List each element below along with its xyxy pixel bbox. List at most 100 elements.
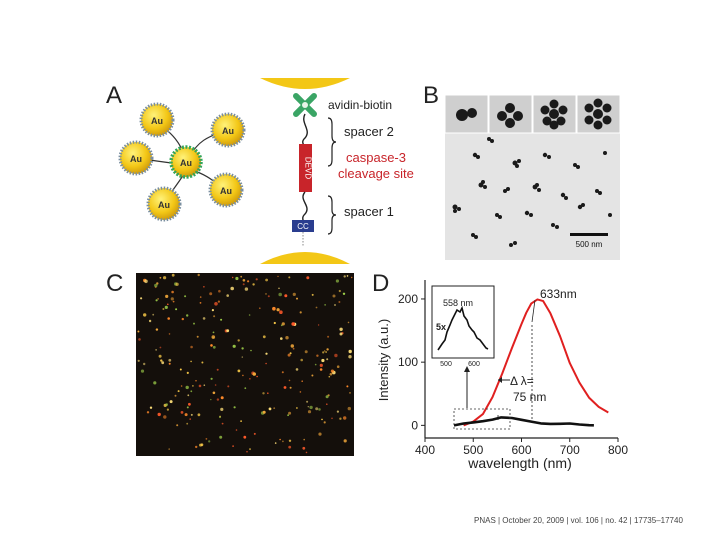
black-spectrum-line [453, 416, 594, 427]
scattering-spot [189, 418, 191, 420]
scattering-spot [193, 322, 195, 325]
scattering-spot [319, 363, 323, 367]
scattering-spot [262, 410, 266, 414]
scattering-spot [336, 365, 340, 368]
scattering-spot [237, 369, 241, 373]
scattering-spot [346, 275, 349, 277]
gold-label: Au [151, 116, 163, 126]
cc-block [292, 220, 314, 232]
scattering-spot [339, 327, 343, 331]
cleavage-label: cleavage site [338, 166, 414, 181]
spacer2-brace [327, 117, 337, 167]
scattering-spot [154, 283, 158, 288]
scattering-spot [177, 390, 180, 393]
scattering-spot [168, 333, 171, 335]
scattering-spot [168, 358, 172, 362]
scattering-spot [168, 362, 171, 365]
scattering-spot [143, 362, 146, 366]
scattering-spot [165, 294, 169, 298]
scattering-spot [292, 292, 296, 296]
scattering-spot [289, 386, 292, 389]
scattering-spot [186, 406, 189, 409]
scattering-spot [157, 412, 161, 417]
x-tick-label: 500 [463, 443, 483, 457]
scattering-spot [162, 308, 165, 310]
scattering-spot [185, 385, 189, 390]
scattering-spot [288, 439, 292, 442]
caspase-label: caspase-3 [346, 150, 406, 165]
scattering-spot [211, 309, 214, 312]
scattering-spot [302, 446, 306, 450]
y-tick-label: 200 [398, 292, 418, 306]
devd-label: DEVD [304, 157, 313, 179]
scattering-spot [170, 297, 174, 301]
scattering-spot [307, 410, 312, 414]
scattering-spot [283, 386, 287, 389]
scattering-spot [218, 289, 221, 293]
scattering-spot [317, 324, 320, 326]
scattering-spot [219, 435, 223, 439]
scattering-spot [277, 275, 279, 278]
scattering-spot [326, 403, 328, 405]
scattering-spot [159, 346, 162, 349]
scattering-spot [348, 355, 352, 359]
scattering-spot [195, 445, 198, 449]
scattering-spot [196, 335, 199, 338]
scattering-spot [285, 336, 289, 340]
devd-block [299, 144, 312, 192]
journal-footer: PNAS | October 20, 2009 | vol. 106 | no.… [474, 516, 683, 525]
scattering-spot [338, 289, 341, 293]
scattering-spot [158, 354, 162, 358]
scattering-spot [296, 407, 298, 409]
scattering-spot [343, 439, 347, 443]
scattering-spot [349, 392, 351, 394]
tem-insets [444, 94, 621, 134]
scattering-spot [243, 435, 247, 439]
scattering-spot [316, 354, 319, 357]
scattering-spot [287, 414, 289, 417]
scattering-spot [305, 451, 308, 454]
avidin-biotin-label: avidin-biotin [328, 98, 392, 112]
scattering-spot [339, 417, 342, 420]
avidin-biotin-icon [293, 93, 317, 117]
scattering-spot [280, 337, 283, 340]
scattering-spot [241, 356, 243, 358]
scattering-spot [248, 314, 251, 316]
scattering-spot [255, 278, 258, 281]
scattering-spot [180, 411, 184, 414]
scattering-spot [332, 294, 336, 298]
scattering-spot [289, 352, 292, 355]
scattering-spot [211, 335, 216, 339]
scattering-spot [321, 358, 325, 363]
scattering-spot [166, 408, 169, 411]
gold-particle: Au [139, 102, 175, 138]
scattering-spot [217, 300, 220, 303]
scattering-spot [205, 438, 208, 440]
delta-arrow-head [498, 377, 502, 383]
scattering-spot [232, 276, 234, 279]
scattering-spot [186, 371, 189, 374]
scattering-spot [137, 330, 140, 333]
scattering-spot [163, 415, 167, 419]
scattering-spot [175, 282, 179, 286]
scattering-spot [273, 407, 276, 410]
gold-particle: Au [210, 112, 246, 148]
scattering-spot [197, 273, 200, 277]
scattering-spot [330, 369, 334, 373]
scattering-spot [212, 391, 216, 395]
scattering-spot [288, 411, 292, 415]
scattering-spot [306, 276, 310, 280]
x-tick-label: 800 [608, 443, 628, 457]
panel-a-schematic: Au Au Au Au Au Au [100, 78, 430, 264]
scattering-spot [338, 301, 341, 303]
scattering-spot [347, 406, 351, 411]
scattering-spot [186, 314, 189, 317]
scattering-spot [311, 293, 314, 296]
scattering-spot [203, 286, 205, 288]
scattering-spot [240, 420, 242, 422]
scattering-spot [210, 344, 213, 347]
y-tick-label: 100 [398, 355, 418, 369]
scattering-spot [199, 443, 202, 447]
gold-surface-top [260, 78, 350, 89]
red-spectrum-line [463, 298, 609, 427]
